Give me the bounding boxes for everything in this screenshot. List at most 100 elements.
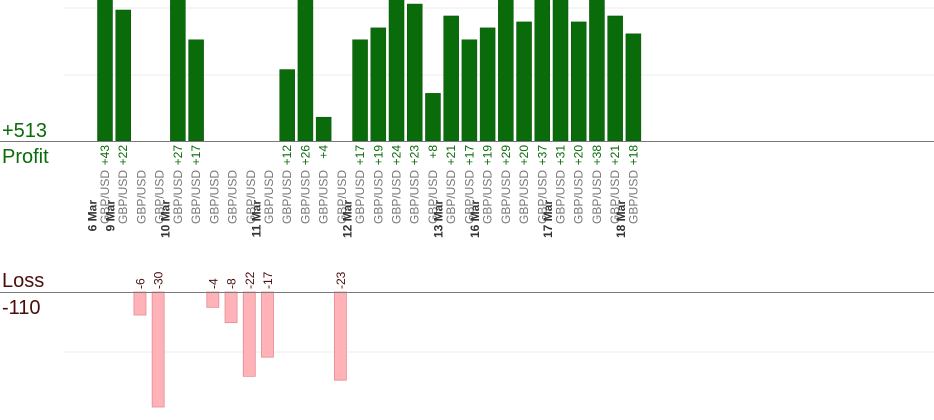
profit-bar [625, 33, 642, 142]
pair-label: GBP/USD [608, 170, 622, 224]
pair-label: GBP/USD [134, 170, 148, 224]
pair-label: GBP/USD [554, 170, 568, 224]
loss-bar [224, 291, 238, 324]
pair-label: GBP/USD [226, 170, 240, 224]
profit-label: Profit [2, 146, 49, 168]
pair-label: GBP/USD [244, 170, 258, 224]
profit-bar [607, 15, 623, 142]
pair-label: GBP/USD [626, 170, 640, 224]
pair-label: GBP/USD [462, 170, 476, 224]
profit-value-label: +8 [426, 145, 440, 159]
pair-label: GBP/USD [116, 170, 130, 224]
pair-label: GBP/USD [98, 170, 112, 224]
date-label: 17 Mar [541, 200, 555, 238]
profit-value-label: +24 [390, 145, 404, 166]
profit-value-label: +17 [462, 145, 476, 166]
pair-label: GBP/USD [590, 170, 604, 224]
loss-bar [242, 291, 256, 377]
profit-bar [115, 9, 131, 142]
profit-value-label: +27 [171, 145, 185, 166]
pair-label: GBP/USD [408, 170, 422, 224]
profit-value-label: +37 [535, 145, 549, 166]
profit-bar [516, 21, 532, 142]
pair-label: GBP/USD [207, 170, 221, 224]
date-label: 13 Mar [432, 200, 446, 238]
pair-label: GBP/USD [298, 170, 312, 224]
profit-bar [425, 93, 441, 142]
pair-label: GBP/USD [390, 170, 404, 224]
pair-label: GBP/USD [535, 170, 549, 224]
pair-label: GBP/USD [153, 170, 167, 224]
loss-value-label: -22 [243, 271, 257, 289]
profit-bar [443, 15, 459, 142]
profit-value-label: +22 [116, 145, 130, 166]
profit-bar [534, 0, 551, 142]
profit-value-label: +23 [408, 145, 422, 166]
profit-total: +513 [2, 120, 47, 142]
pair-label: GBP/USD [262, 170, 276, 224]
loss-bar [206, 291, 220, 308]
bar-layer [97, 0, 642, 408]
date-label: 10 Mar [158, 200, 172, 238]
pair-label: GBP/USD [444, 170, 458, 224]
date-label: 11 Mar [249, 200, 263, 238]
profit-value-label: +19 [481, 145, 495, 166]
axis-layer [0, 141, 934, 293]
loss-value-label: -6 [133, 278, 147, 289]
profit-bar [406, 3, 423, 142]
profit-bar [297, 0, 314, 142]
loss-value-label: -30 [152, 271, 166, 289]
profit-value-label: +29 [499, 145, 513, 166]
loss-total: -110 [2, 297, 41, 319]
profit-value-label: +20 [517, 145, 531, 166]
date-label: 6 Mar [86, 200, 100, 232]
pair-label: GBP/USD [481, 170, 495, 224]
pair-label: GBP/USD [189, 170, 203, 224]
profit-value-label: +31 [554, 145, 568, 166]
loss-value-label: -17 [261, 271, 275, 289]
profit-value-label: +20 [572, 145, 586, 166]
date-label: 18 Mar [614, 200, 628, 238]
profit-bar [589, 0, 605, 142]
profit-bar [97, 0, 113, 142]
pair-label: GBP/USD [353, 170, 367, 224]
pair-label: GBP/USD [335, 170, 349, 224]
profit-value-label: +19 [371, 145, 385, 166]
loss-bar [333, 291, 347, 381]
loss-bar [261, 291, 274, 358]
profit-value-label: +26 [298, 145, 312, 166]
loss-value-label: -23 [334, 271, 348, 289]
pair-label: GBP/USD [371, 170, 385, 224]
profit-value-label: +17 [189, 145, 203, 166]
profit-value-label: +43 [98, 145, 112, 166]
profit-value-label: +38 [590, 145, 604, 166]
profit-bar [279, 69, 295, 142]
pair-label: GBP/USD [572, 170, 586, 224]
profit-bar [170, 0, 186, 142]
pair-label: GBP/USD [517, 170, 531, 224]
date-label: 16 Mar [468, 200, 482, 238]
loss-label: Loss [2, 270, 44, 292]
pair-label: GBP/USD [280, 170, 294, 224]
profit-bar [315, 116, 332, 142]
profit-value-label: +21 [444, 145, 458, 166]
pair-label: GBP/USD [171, 170, 185, 224]
loss-bar [133, 291, 147, 316]
profit-bar [570, 21, 587, 142]
profit-value-label: +21 [608, 145, 622, 166]
date-label: 12 Mar [341, 200, 355, 238]
profit-bar [352, 39, 368, 142]
loss-value-label: -4 [206, 278, 220, 289]
profit-value-label: +18 [626, 145, 640, 166]
profit-bar [552, 0, 569, 142]
profit-bar [461, 39, 478, 142]
profit-bar [188, 39, 204, 142]
pair-label: GBP/USD [499, 170, 513, 224]
loss-bar [151, 291, 165, 408]
profit-bar [479, 27, 496, 142]
pair-label: GBP/USD [426, 170, 440, 224]
pair-label: GBP/USD [317, 170, 331, 224]
profit-value-label: +17 [353, 145, 367, 166]
